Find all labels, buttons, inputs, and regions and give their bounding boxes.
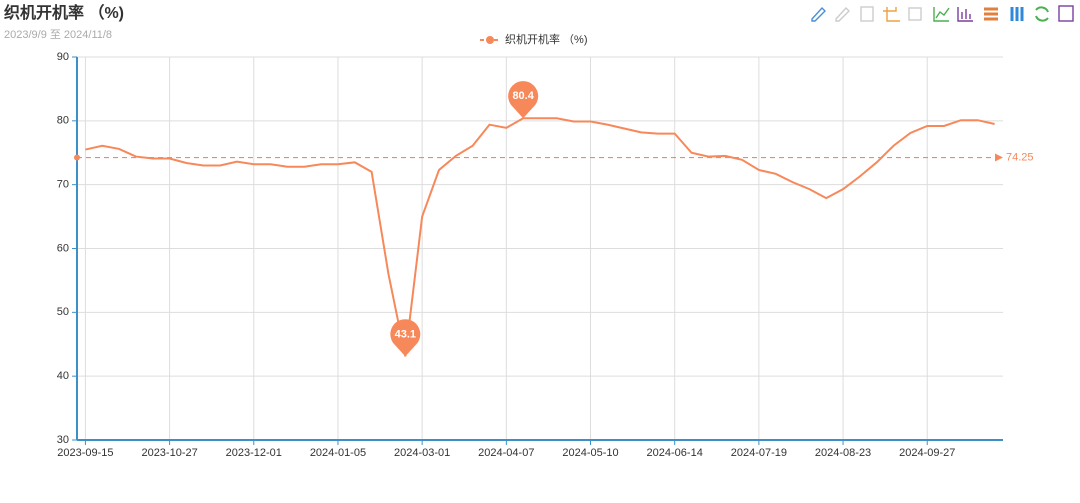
tool-icon[interactable]: [957, 7, 973, 22]
x-tick-label: 2024-08-23: [815, 447, 871, 459]
tool-icon[interactable]: [811, 6, 826, 22]
y-tick-label: 70: [57, 179, 69, 191]
x-tick-label: 2024-04-07: [478, 447, 534, 459]
y-tick-label: 90: [57, 51, 69, 63]
chart-subtitle: 2023/9/9 至 2024/11/8: [4, 29, 112, 41]
average-label: 74.25: [1006, 151, 1034, 163]
average-arrow: [995, 153, 1003, 162]
x-tick-label: 2024-05-10: [562, 447, 618, 459]
x-tick-label: 2023-12-01: [226, 447, 282, 459]
tool-icon[interactable]: [984, 7, 998, 21]
x-tick-label: 2024-01-05: [310, 447, 366, 459]
x-tick-label: 2024-07-19: [731, 447, 787, 459]
x-tick-label: 2024-06-14: [647, 447, 703, 459]
x-tick-label: 2024-03-01: [394, 447, 450, 459]
tool-icon[interactable]: [883, 7, 900, 22]
x-tick-label: 2024-09-27: [899, 447, 955, 459]
tool-icon[interactable]: [835, 6, 850, 22]
tool-icon[interactable]: [933, 7, 950, 22]
average-start: [74, 154, 80, 161]
tool-icon[interactable]: [908, 7, 922, 21]
x-tick-label: 2023-10-27: [141, 447, 197, 459]
tool-icon[interactable]: [1010, 7, 1024, 21]
toolbar: [811, 5, 1074, 22]
y-tick-label: 30: [57, 434, 69, 446]
mark-pin-label: 43.1: [395, 328, 416, 340]
y-tick-label: 80: [57, 115, 69, 127]
chart-title: 织机开机率 （%): [4, 3, 124, 22]
tool-icon[interactable]: [860, 6, 874, 22]
mark-pin: [390, 319, 421, 357]
series-line: [85, 117, 995, 357]
legend-marker: [486, 36, 494, 44]
y-tick-label: 50: [57, 306, 69, 318]
x-tick-label: 2023-09-15: [57, 447, 113, 459]
mark-pin-label: 80.4: [512, 90, 534, 102]
legend-label: 织机开机率 （%): [505, 32, 588, 46]
tool-icon[interactable]: [1058, 5, 1074, 22]
mark-pin: [508, 81, 539, 119]
y-tick-label: 40: [57, 370, 69, 382]
y-tick-label: 60: [57, 242, 69, 254]
tool-icon[interactable]: [1035, 6, 1049, 22]
